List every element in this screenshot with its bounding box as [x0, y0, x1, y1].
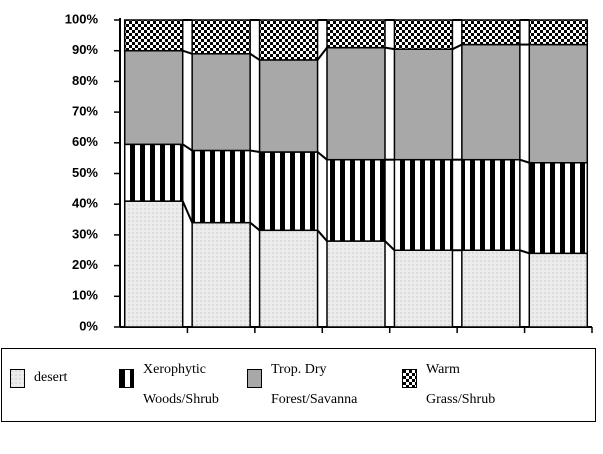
x-tick-label: OAV16k	[534, 343, 584, 345]
y-tick-label: 80%	[72, 73, 98, 88]
legend-swatch-fill	[120, 370, 133, 387]
legend-label: Xerophytic Woods/Shrub	[143, 362, 219, 407]
bar-segment	[258, 151, 319, 232]
connector	[384, 240, 396, 251]
legend-swatch-fill	[248, 370, 261, 387]
bar-segment	[258, 19, 319, 61]
y-tick-label: 0%	[79, 318, 98, 333]
bar-segment	[191, 149, 251, 224]
bar-segment	[123, 19, 184, 52]
bar-segment	[191, 53, 251, 152]
y-tick-label: 30%	[72, 226, 98, 241]
bar-segment	[461, 43, 521, 161]
legend-item: Warm Grass/Shrub	[402, 349, 522, 421]
bar-segment	[393, 158, 454, 251]
bar-segment	[461, 249, 521, 328]
connector	[316, 151, 328, 161]
legend-swatch-fill	[403, 370, 416, 387]
y-tick-label: 90%	[72, 42, 98, 57]
x-tick-label: OA6k	[272, 343, 307, 345]
connector	[249, 149, 260, 153]
bar-segment	[326, 158, 386, 242]
legend-label: Warm Grass/Shrub	[426, 362, 496, 407]
connector	[249, 52, 261, 61]
bar-segment	[461, 158, 521, 251]
bar-segment	[258, 59, 319, 153]
legend-swatch	[247, 369, 262, 388]
x-tick-label: AV16k	[471, 343, 511, 345]
bar-segment	[393, 249, 454, 328]
legend-item: Xerophytic Woods/Shrub	[119, 349, 249, 421]
legend-item: Trop. Dry Forest/Savanna	[247, 349, 397, 421]
connector	[182, 49, 193, 55]
bar-segment	[123, 143, 184, 202]
legend-swatch	[119, 369, 134, 388]
y-tick-label: 70%	[72, 104, 98, 119]
bar-segment	[326, 240, 386, 328]
legend-swatch-fill	[11, 370, 24, 387]
chart: 0% 10% 20% 30% 40% 50% 60% 70% 80% 90% 100% OA0k A6k…	[65, 11, 593, 358]
x-tick-label: OAV6k	[403, 343, 445, 345]
connector	[519, 249, 530, 255]
bar-segment	[528, 43, 589, 164]
bar-segment	[258, 229, 319, 328]
connector	[182, 143, 193, 152]
legend-swatch	[402, 369, 417, 388]
connector	[384, 46, 395, 51]
legend-swatch	[10, 369, 25, 388]
bar-segment	[191, 19, 251, 55]
x-tick-label: OA0k	[137, 343, 172, 345]
bar-segment	[123, 49, 184, 146]
legend-label: desert	[34, 370, 68, 385]
connector	[181, 200, 194, 224]
bar-segment	[528, 252, 589, 328]
bar-segment	[461, 19, 521, 46]
bar-segment	[123, 200, 184, 328]
legend: desert Xerophytic Woods/Shrub Trop. Dry Fo…	[1, 348, 596, 422]
bar-segment	[393, 19, 454, 50]
y-tick-label: 20%	[72, 257, 98, 272]
bar-segment	[528, 19, 589, 46]
legend-label: Trop. Dry Forest/Savanna	[271, 362, 358, 407]
connector	[519, 158, 530, 164]
y-tick-label: 40%	[72, 196, 98, 211]
connector	[451, 43, 463, 51]
x-tick-label: AV6k	[340, 343, 372, 345]
bar-segment	[191, 221, 251, 328]
y-tick-label: 60%	[72, 134, 98, 149]
bar-segment	[326, 46, 386, 161]
connector	[249, 221, 261, 232]
connector	[316, 47, 328, 61]
y-tick-label: 10%	[72, 288, 98, 303]
bar-segment	[528, 162, 589, 255]
bar-segment	[393, 48, 454, 161]
connector	[316, 229, 328, 242]
bar-segment	[326, 19, 386, 49]
x-tick-label: A6k	[209, 343, 234, 345]
y-tick-label: 50%	[72, 165, 98, 180]
legend-item: desert	[10, 349, 110, 421]
y-tick-label: 100%	[65, 11, 99, 26]
